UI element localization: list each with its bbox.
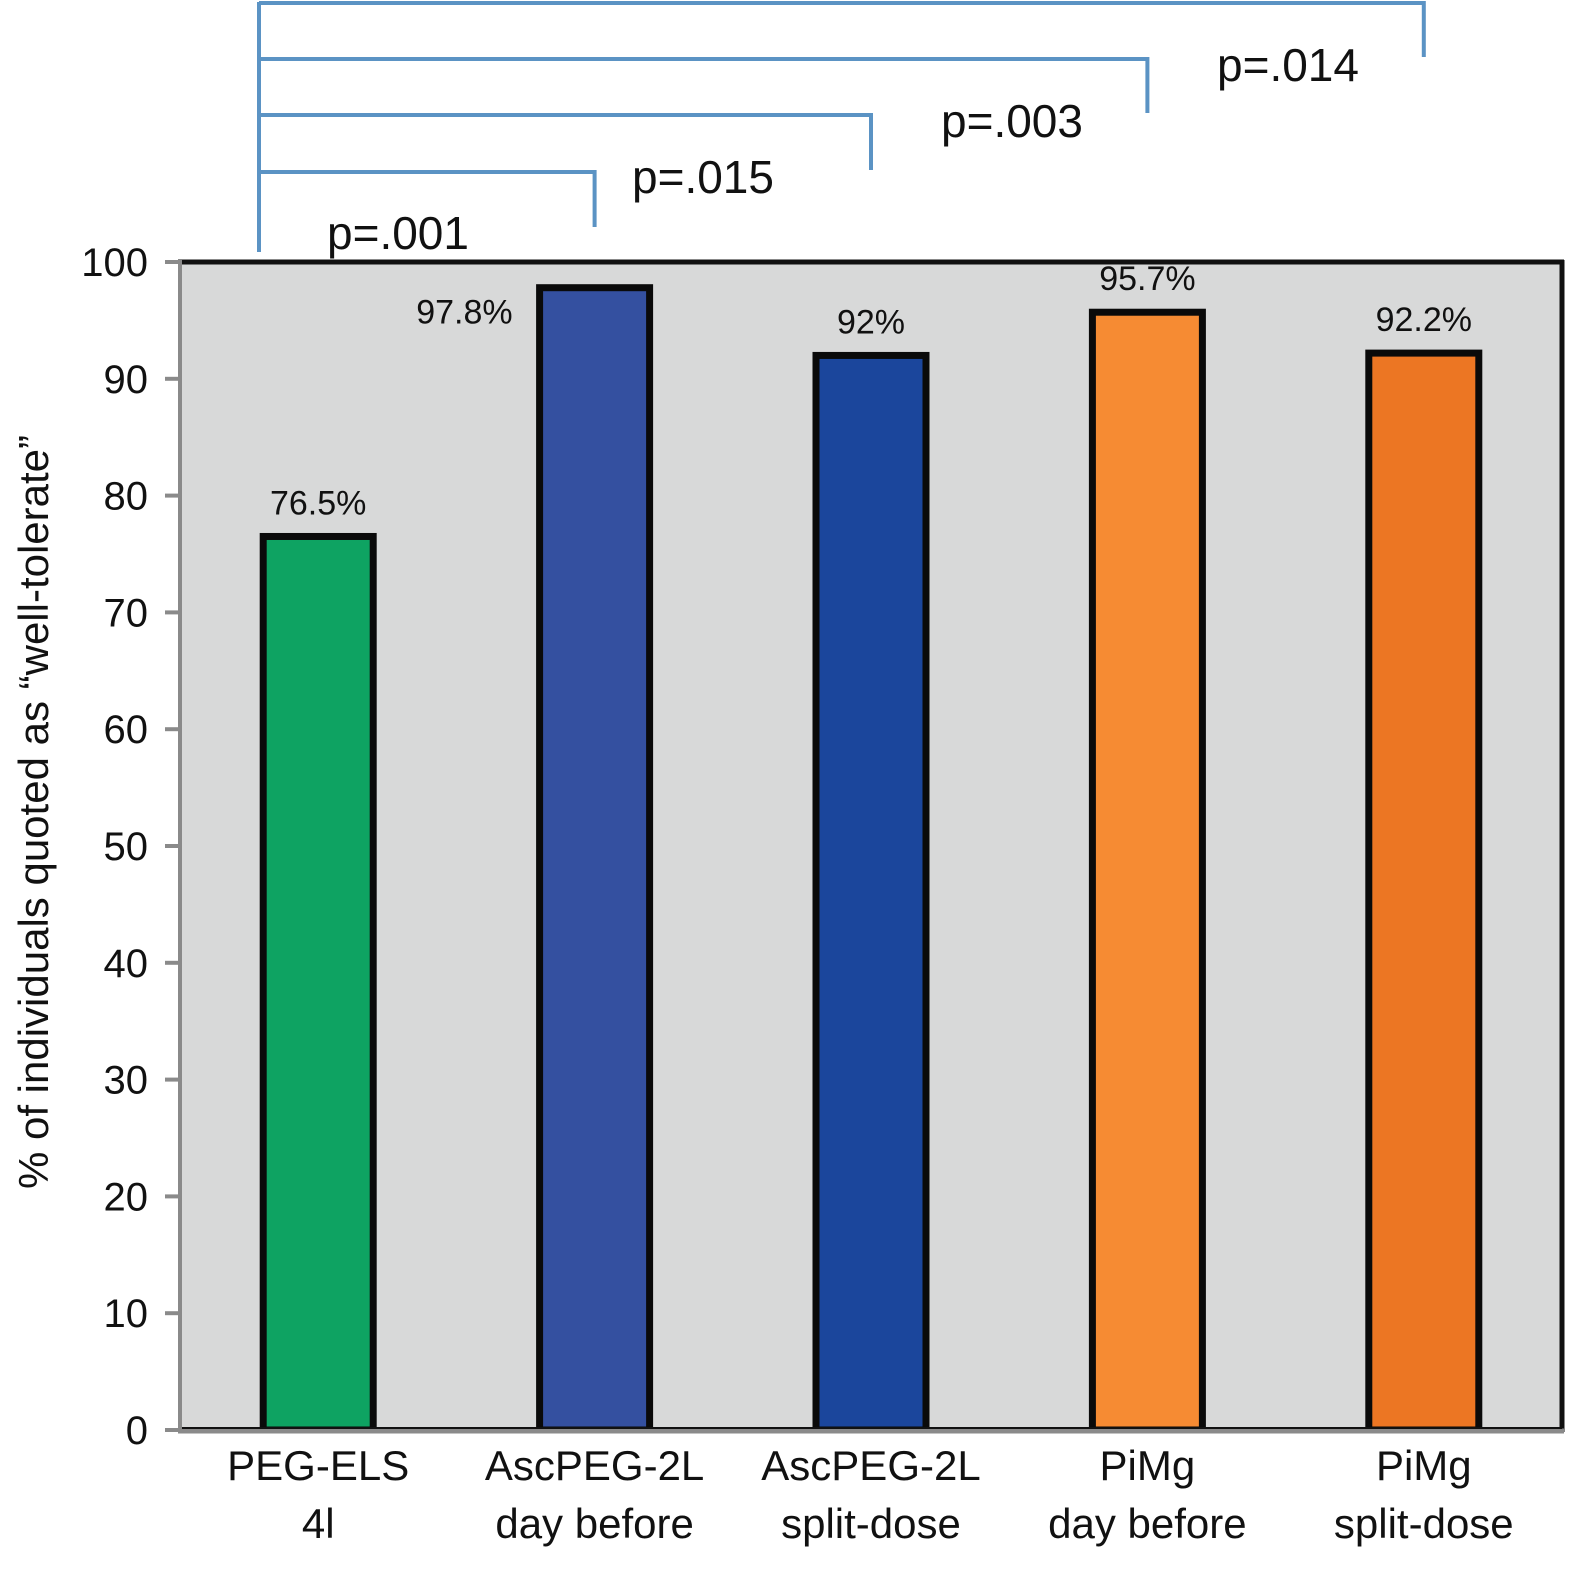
bar-1 — [536, 284, 654, 1434]
bar-3 — [1088, 308, 1206, 1434]
significance-bracket-2 — [259, 57, 1150, 113]
p-value-label-3: p=.014 — [1217, 39, 1359, 91]
bar-2 — [812, 351, 930, 1434]
p-value-label-1: p=.015 — [632, 151, 774, 203]
significance-bracket-3 — [259, 1, 1426, 57]
data-label-0: 76.5% — [270, 484, 366, 522]
x-tick-label: 4l — [302, 1500, 335, 1547]
p-value-label-0: p=.001 — [327, 207, 469, 259]
x-tick-label: day before — [1048, 1500, 1246, 1547]
y-tick-label: 40 — [104, 942, 149, 986]
x-tick-label: split-dose — [1334, 1500, 1514, 1547]
y-axis-ticks: 0 10 20 30 40 50 60 70 80 90 100 — [81, 241, 180, 1453]
x-tick-label: PiMg — [1100, 1442, 1196, 1489]
y-tick-label: 50 — [104, 825, 149, 869]
y-tick-label: 10 — [104, 1292, 149, 1336]
y-axis-title: % of individuals quoted as “well-tolerat… — [10, 435, 57, 1189]
x-tick-label: PEG-ELS — [227, 1442, 409, 1489]
x-tick-label: split-dose — [781, 1500, 961, 1547]
y-tick-label: 60 — [104, 708, 149, 752]
significance-brackets: p=.001 p=.015 p=.003 p=.014 — [257, 1, 1426, 259]
bar-4 — [1365, 349, 1483, 1434]
data-label-1: 97.8% — [416, 294, 512, 332]
y-tick-label: 30 — [104, 1059, 149, 1103]
plot-frame — [178, 259, 1565, 1434]
y-tick-label: 70 — [104, 591, 149, 635]
significance-bracket-1 — [259, 113, 873, 170]
x-tick-label: AscPEG-2L — [761, 1442, 980, 1489]
y-tick-label: 80 — [104, 475, 149, 519]
bar-0 — [259, 532, 377, 1434]
significance-bracket-0 — [259, 170, 597, 227]
data-labels: 76.5% 97.8% 92% 95.7% 92.2% — [270, 260, 1472, 522]
y-tick-label: 0 — [126, 1409, 148, 1453]
x-tick-label: day before — [495, 1500, 693, 1547]
p-value-label-2: p=.003 — [941, 95, 1083, 147]
y-tick-label: 90 — [104, 358, 149, 402]
data-label-3: 95.7% — [1099, 260, 1195, 298]
x-tick-label: AscPEG-2L — [485, 1442, 704, 1489]
y-tick-label: 100 — [81, 241, 148, 285]
x-axis-labels: PEG-ELS 4l AscPEG-2L day before AscPEG-2L spl… — [227, 1442, 1514, 1547]
data-label-2: 92% — [837, 303, 905, 341]
data-label-4: 92.2% — [1376, 301, 1472, 339]
y-tick-label: 20 — [104, 1175, 149, 1219]
x-tick-label: PiMg — [1376, 1442, 1472, 1489]
